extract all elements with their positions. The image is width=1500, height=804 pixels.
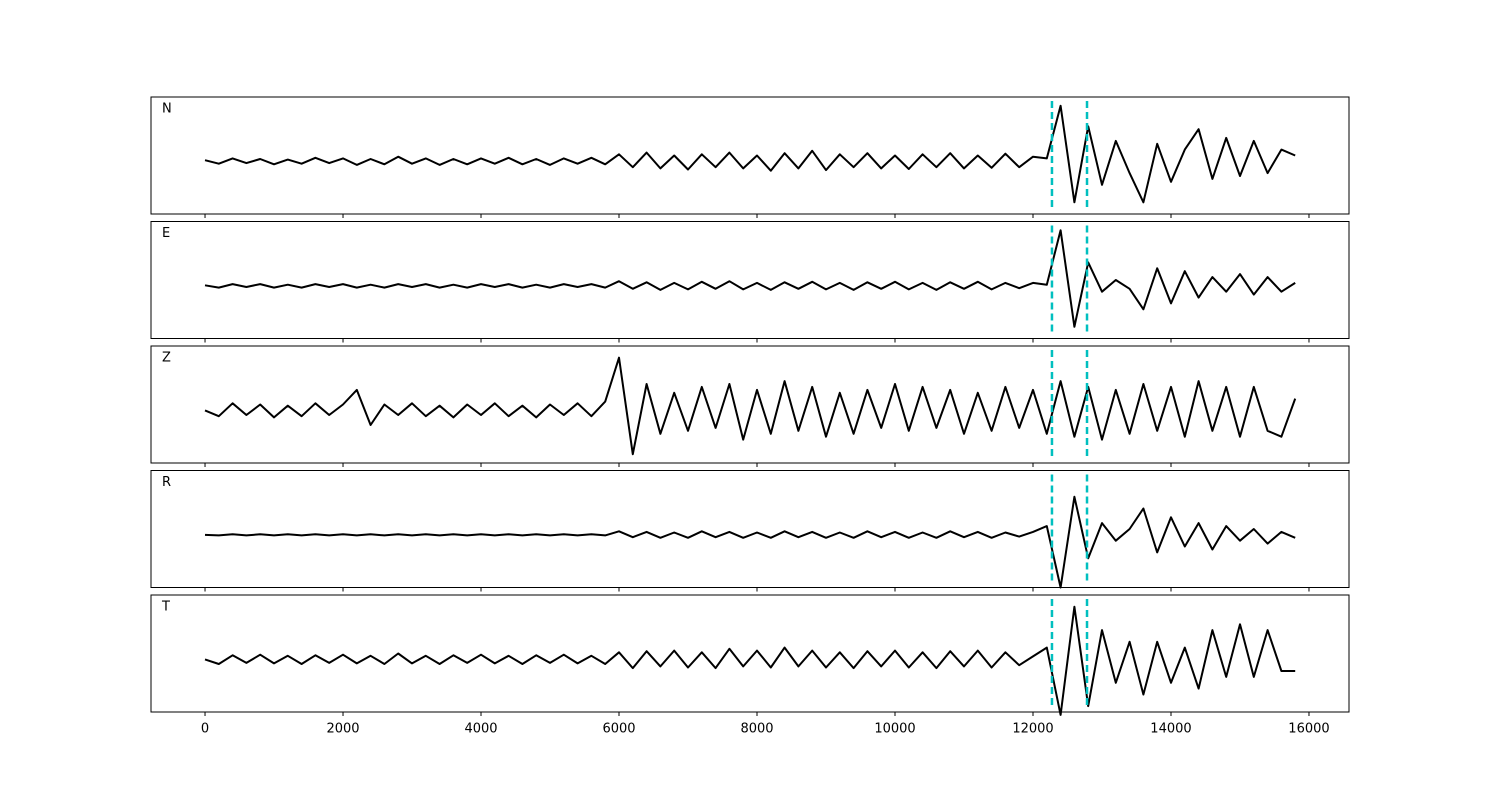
x-tick-label: 10000 [874, 722, 915, 737]
panel-frame [150, 594, 1350, 713]
trace [204, 104, 1296, 204]
x-tick-label: 6000 [602, 722, 635, 737]
x-tick-label: 8000 [740, 722, 773, 737]
panel-frame [150, 221, 1350, 339]
trace [204, 605, 1296, 716]
panel-label: E [162, 226, 170, 241]
x-tick-label: 16000 [1288, 722, 1329, 737]
trace [204, 229, 1296, 328]
trace [204, 495, 1296, 589]
panel-label: N [162, 102, 172, 117]
panel-frame [150, 470, 1350, 588]
panel-label: R [162, 475, 171, 490]
x-tick-label: 4000 [464, 722, 497, 737]
trace [204, 356, 1297, 456]
x-tick-label: 12000 [1012, 722, 1053, 737]
panel-frame [150, 96, 1350, 215]
x-tick-label: 0 [201, 722, 209, 737]
x-tick-label: 2000 [326, 722, 359, 737]
panel-label: T [161, 600, 170, 615]
x-tick-label: 14000 [1150, 722, 1191, 737]
panel-frame [150, 345, 1350, 464]
panel-label: Z [162, 351, 171, 366]
